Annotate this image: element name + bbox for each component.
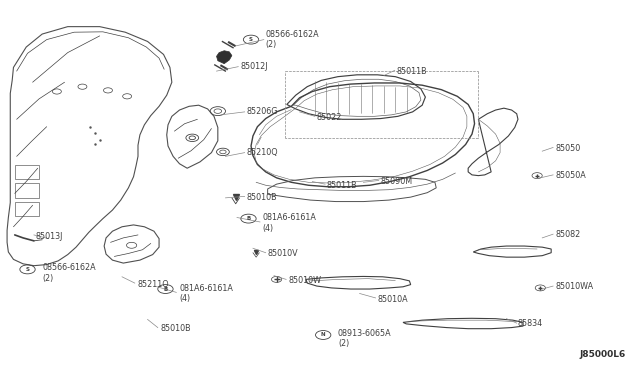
Text: J85000L6: J85000L6 [579, 350, 625, 359]
Text: 85010B: 85010B [246, 193, 277, 202]
Text: S: S [26, 267, 29, 272]
Text: 85834: 85834 [518, 320, 543, 328]
Polygon shape [216, 51, 232, 64]
Text: 85206G: 85206G [246, 108, 278, 116]
Text: 08566-6162A
(2): 08566-6162A (2) [266, 30, 319, 49]
Text: 85010A: 85010A [378, 295, 408, 304]
Text: 85011B: 85011B [326, 181, 357, 190]
Text: 081A6-6161A
(4): 081A6-6161A (4) [262, 214, 316, 233]
Text: 85010W: 85010W [288, 276, 321, 285]
Text: B: B [246, 216, 251, 221]
Text: N: N [321, 333, 326, 337]
Text: 08566-6162A
(2): 08566-6162A (2) [42, 263, 96, 283]
Text: 85211Q: 85211Q [138, 280, 170, 289]
Text: 85012J: 85012J [240, 62, 268, 71]
Text: S: S [249, 37, 253, 42]
Text: 85210Q: 85210Q [246, 148, 278, 157]
Text: B: B [163, 286, 168, 292]
Text: 85010WA: 85010WA [555, 282, 593, 291]
Text: 85050: 85050 [555, 144, 580, 153]
Text: 081A6-6161A
(4): 081A6-6161A (4) [179, 284, 234, 303]
Text: 85050A: 85050A [555, 171, 586, 180]
Text: 85010V: 85010V [268, 249, 298, 258]
Text: 85010B: 85010B [161, 324, 191, 333]
Text: 85082: 85082 [555, 230, 580, 240]
Text: 08913-6065A
(2): 08913-6065A (2) [338, 329, 392, 349]
Text: 85013J: 85013J [36, 231, 63, 241]
Text: 85022: 85022 [317, 113, 342, 122]
Text: 85090M: 85090M [381, 177, 413, 186]
Text: 85011B: 85011B [397, 67, 428, 76]
